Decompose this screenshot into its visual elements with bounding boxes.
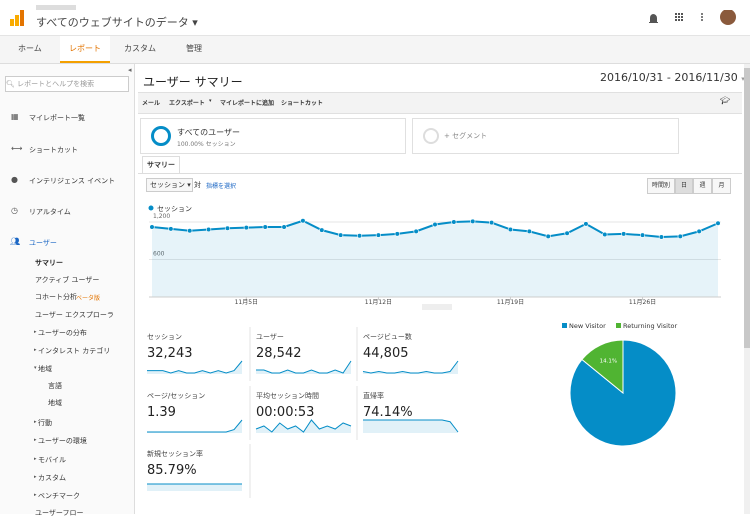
toolbar: メール エクスポート マイレポートに追加 ショートカット ▾ 🎓︎ — [138, 92, 742, 114]
nav-section[interactable]: ユーザー — [29, 239, 57, 247]
nav-tab[interactable]: カスタム — [124, 44, 156, 53]
segment-card[interactable]: すべてのユーザー 100.00% セッション — [140, 118, 406, 154]
search-box[interactable]: 🔍︎ レポートとヘルプを検索 — [5, 76, 129, 92]
choose-metric-link[interactable]: 指標を選択 — [206, 183, 237, 190]
summary-tab[interactable]: サマリー — [142, 156, 180, 174]
nav-icon: ◷ — [11, 206, 18, 215]
dropdown-caret: ▾ — [209, 98, 212, 104]
expand-arrow: ▸ — [34, 437, 37, 443]
expand-arrow: ▾ — [34, 365, 37, 371]
expand-arrow: ▸ — [34, 329, 37, 335]
toolbar-button[interactable]: ショートカット — [281, 100, 324, 107]
nav-subitem[interactable]: ベンチマーク — [38, 492, 80, 500]
report-area: ユーザー サマリー 2016/10/31 - 2016/11/30 ▾ メール エ… — [138, 64, 745, 514]
add-segment-circle — [423, 128, 439, 144]
nav-tab[interactable]: 管理 — [186, 44, 202, 53]
metric-dropdown[interactable]: セッション ▾ — [146, 178, 193, 192]
nav-item[interactable]: インテリジェンス イベント — [29, 177, 116, 185]
scrollbar-thumb — [744, 68, 750, 348]
logo — [10, 10, 24, 26]
scrollbar — [744, 64, 750, 514]
nav-icon: 👥︎ — [10, 237, 21, 246]
tab-divider — [138, 173, 742, 174]
nav-subitem[interactable]: モバイル — [38, 456, 66, 464]
tab-bar: ホーム レポート カスタム 管理 — [0, 36, 750, 64]
property-selector[interactable]: すべてのウェブサイトのデータ ▾ — [36, 16, 198, 29]
menu-icon[interactable] — [701, 13, 703, 21]
nav-icon: ▦ — [11, 112, 19, 121]
segment-name: すべてのユーザー — [177, 128, 240, 137]
nav-icon: ● — [11, 175, 18, 184]
nav-tab[interactable]: ホーム — [18, 44, 42, 53]
expand-arrow: ▸ — [34, 474, 37, 480]
collapse-toggle[interactable]: ◂ — [128, 66, 132, 74]
nav-subitem[interactable]: アクティブ ユーザー — [35, 276, 100, 284]
granularity-button[interactable]: 日 — [675, 178, 693, 194]
header-icons — [649, 10, 736, 25]
nav-subitem[interactable]: 地域 — [48, 399, 62, 407]
bell-icon[interactable] — [649, 14, 658, 23]
nav-subitem[interactable]: 言語 — [48, 382, 62, 390]
nav-subitem[interactable]: コホート分析 — [35, 293, 77, 301]
date-picker[interactable]: 2016/10/31 - 2016/11/30 ▾ — [600, 71, 745, 84]
date-range: 2016/10/31 - 2016/11/30 — [600, 71, 738, 84]
nav-subitem[interactable]: サマリー — [35, 259, 63, 267]
add-segment-label: + セグメント — [444, 132, 488, 140]
report-title: ユーザー サマリー — [143, 75, 243, 89]
search-placeholder: レポートとヘルプを検索 — [17, 80, 95, 88]
header: すべてのウェブサイトのデータ ▾ — [0, 0, 750, 36]
nav-item[interactable]: マイレポート一覧 — [29, 114, 85, 122]
nav-subitem[interactable]: ユーザーの分布 — [38, 329, 87, 337]
versus-label: 対 — [194, 181, 201, 189]
granularity-button[interactable]: 週 — [693, 178, 712, 194]
granularity-button[interactable]: 時間別 — [647, 178, 675, 194]
nav-subitem[interactable]: ユーザーの環境 — [38, 437, 87, 445]
nav-subitem[interactable]: インタレスト カテゴリ — [38, 347, 111, 355]
nav-subitem[interactable]: ユーザー エクスプローラ — [35, 311, 114, 319]
avatar[interactable] — [720, 10, 736, 25]
toolbar-button[interactable]: エクスポート — [169, 100, 205, 107]
granularity-button[interactable]: 月 — [712, 178, 731, 194]
sidebar: 🔍︎ レポートとヘルプを検索 ▦ マイレポート一覧 ⟷ ショートカット ● インテリジェン… — [0, 64, 135, 517]
property-name: すべてのウェブサイトのデータ — [36, 16, 189, 29]
account-name-blurred — [36, 5, 76, 10]
segment-circle — [151, 126, 171, 146]
nav-item[interactable]: ショートカット — [29, 146, 78, 154]
expand-arrow: ▸ — [34, 492, 37, 498]
expand-arrow: ▸ — [34, 419, 37, 425]
nav-tab[interactable]: レポート — [60, 36, 110, 63]
hat-icon: 🎓︎ — [720, 96, 731, 105]
nav-subitem[interactable]: 地域 — [38, 365, 52, 373]
apps-icon[interactable] — [675, 13, 683, 21]
add-segment-card[interactable]: + セグメント — [412, 118, 679, 154]
toolbar-button[interactable]: メール — [142, 100, 161, 107]
toolbar-button[interactable]: マイレポートに追加 — [220, 100, 275, 107]
nav-icon: ⟷ — [11, 144, 23, 153]
segment-share: 100.00% セッション — [177, 141, 236, 148]
nav-subitem[interactable]: カスタム — [38, 474, 66, 482]
expand-arrow: ▸ — [34, 456, 37, 462]
beta-badge: ベータ版 — [76, 295, 101, 302]
nav-subitem[interactable]: ユーザーフロー — [35, 509, 84, 517]
metric-name: セッション — [150, 181, 185, 189]
expand-arrow: ▸ — [34, 347, 37, 353]
nav-subitem[interactable]: 行動 — [38, 419, 52, 427]
nav-item[interactable]: リアルタイム — [29, 208, 71, 216]
